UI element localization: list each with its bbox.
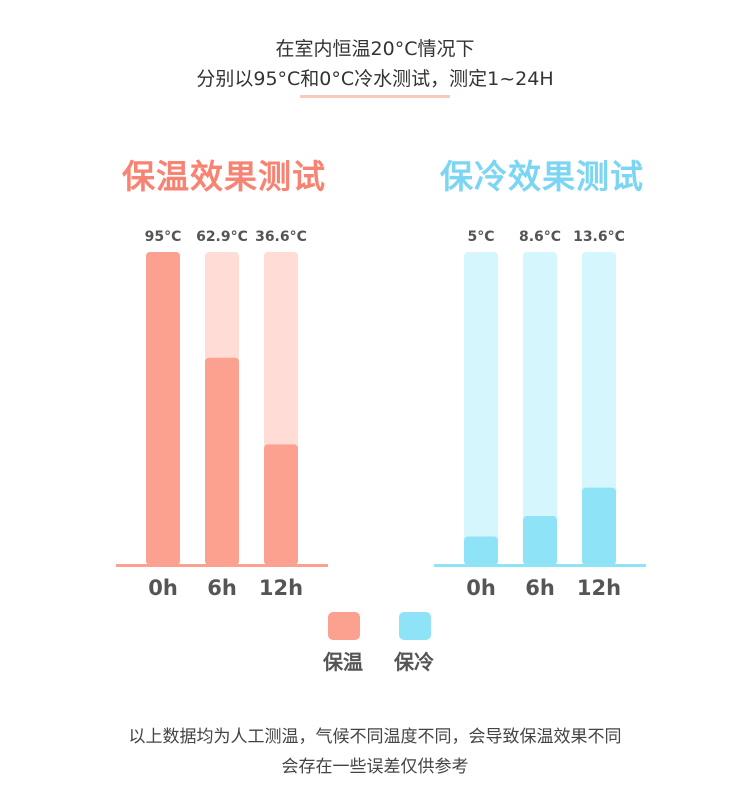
cold-chart-title: 保冷效果测试 <box>440 157 644 196</box>
warm-value-label-0h: 95°C <box>145 229 182 245</box>
cold-tick-label-0h: 0h <box>466 576 496 600</box>
legend-label-cold: 保冷 <box>394 650 434 674</box>
warm-bar-0h <box>146 252 180 565</box>
footer-note-line-1: 以上数据均为人工测温，气候不同温度不同，会导致保温效果不同 <box>128 727 622 747</box>
cold-tick-label-6h: 6h <box>525 576 555 600</box>
warm-chart-title: 保温效果测试 <box>122 157 326 196</box>
cold-value-label-12h: 13.6°C <box>573 229 625 245</box>
warm-bar-6h <box>205 357 239 565</box>
cold-bar-6h <box>523 516 557 565</box>
cold-track-6h <box>523 252 557 565</box>
warm-value-label-12h: 36.6°C <box>255 229 307 245</box>
warm-tick-label-6h: 6h <box>207 576 237 600</box>
legend-swatch-warm <box>328 612 360 640</box>
cold-baseline <box>434 564 646 567</box>
footer-note-line-2: 会存在一些误差仅供参考 <box>281 757 469 777</box>
cold-track-12h <box>582 252 616 565</box>
header-line-2: 分别以95°C和0°C冷水测试，测定1~24H <box>196 68 554 90</box>
legend-swatch-cold <box>399 612 431 640</box>
warm-tick-label-0h: 0h <box>148 576 178 600</box>
warm-baseline <box>116 564 328 567</box>
cold-bar-0h <box>464 536 498 565</box>
cold-tick-label-12h: 12h <box>577 576 621 600</box>
cold-bar-12h <box>582 487 616 565</box>
cold-value-label-6h: 8.6°C <box>519 229 561 245</box>
header-accent-line <box>300 95 450 98</box>
legend-label-warm: 保温 <box>323 650 363 674</box>
warm-value-label-6h: 62.9°C <box>196 229 248 245</box>
warm-tick-label-12h: 12h <box>259 576 303 600</box>
warm-bar-12h <box>264 444 298 565</box>
cold-track-0h <box>464 252 498 565</box>
cold-value-label-0h: 5°C <box>467 229 494 245</box>
header-line-1: 在室内恒温20°C情况下 <box>275 38 475 60</box>
